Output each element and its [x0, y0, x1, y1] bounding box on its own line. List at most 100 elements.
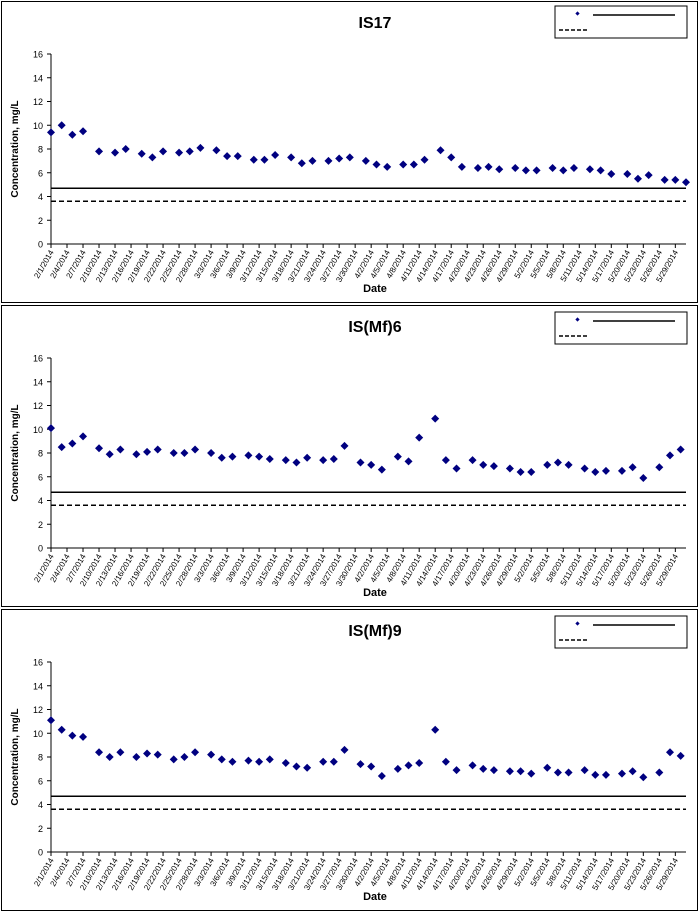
- data-point: [489, 462, 498, 471]
- data-point: [228, 757, 237, 766]
- y-tick-label: 12: [33, 705, 43, 715]
- data-point: [223, 152, 232, 161]
- data-point: [95, 748, 104, 757]
- data-point: [559, 166, 568, 175]
- data-point: [516, 468, 525, 476]
- legend: [554, 5, 688, 39]
- data-point: [601, 466, 610, 475]
- data-point: [212, 146, 221, 155]
- data-point: [527, 769, 536, 778]
- data-point: [495, 165, 504, 174]
- panel-border: [1, 305, 698, 607]
- data-point: [367, 460, 376, 469]
- data-point: [191, 748, 200, 757]
- data-point: [121, 145, 130, 153]
- data-point: [116, 748, 125, 757]
- legend-box: [554, 5, 688, 39]
- data-point: [340, 441, 349, 450]
- data-point: [260, 155, 269, 164]
- data-point: [185, 147, 194, 156]
- data-point: [191, 445, 200, 454]
- data-point: [452, 766, 461, 775]
- y-tick-label: 4: [38, 192, 43, 202]
- data-point: [511, 164, 520, 172]
- data-point: [409, 160, 418, 169]
- y-tick-label: 10: [33, 425, 43, 435]
- data-point: [479, 460, 488, 469]
- data-point: [399, 160, 408, 169]
- data-point: [180, 449, 189, 457]
- data-point: [356, 458, 365, 467]
- y-axis-label: Concentration, mg/L: [10, 404, 21, 501]
- data-point: [479, 764, 488, 773]
- data-series: [47, 121, 690, 187]
- data-point: [68, 130, 77, 139]
- legend-marker: [575, 317, 580, 322]
- data-point: [665, 748, 674, 757]
- data-point: [324, 156, 333, 165]
- data-point: [105, 450, 114, 459]
- data-point: [521, 166, 530, 175]
- data-point: [281, 758, 290, 767]
- x-axis-label: Date: [363, 587, 387, 599]
- data-point: [601, 770, 610, 779]
- data-point: [628, 767, 637, 776]
- data-point: [532, 166, 541, 175]
- y-tick-label: 6: [38, 472, 43, 482]
- data-point: [441, 456, 450, 465]
- data-point: [180, 753, 189, 761]
- data-point: [228, 452, 237, 461]
- data-point: [132, 450, 141, 459]
- data-point: [553, 768, 562, 777]
- data-point: [633, 174, 642, 183]
- y-tick-label: 2: [38, 520, 43, 530]
- data-point: [671, 175, 680, 184]
- data-point: [329, 454, 338, 463]
- data-point: [159, 147, 168, 156]
- data-point: [377, 465, 386, 474]
- data-point: [116, 445, 125, 454]
- data-point: [543, 763, 552, 772]
- y-tick-label: 4: [38, 496, 43, 506]
- data-point: [505, 464, 514, 473]
- data-point: [580, 766, 589, 775]
- y-axis-label: Concentration, mg/L: [10, 708, 21, 805]
- data-point: [676, 751, 685, 760]
- data-point: [516, 767, 525, 776]
- y-tick-label: 0: [38, 544, 43, 554]
- data-point: [265, 454, 274, 463]
- data-point: [484, 162, 493, 171]
- data-point: [281, 456, 290, 465]
- data-point: [47, 128, 55, 137]
- data-point: [143, 749, 152, 758]
- data-point: [292, 458, 301, 467]
- panel-border: [1, 1, 698, 303]
- y-tick-label: 12: [33, 401, 43, 411]
- data-point: [617, 769, 626, 778]
- data-point: [505, 767, 514, 776]
- data-point: [623, 169, 632, 178]
- y-tick-label: 16: [33, 354, 43, 364]
- x-axis-label: Date: [363, 283, 387, 295]
- legend-box: [554, 615, 688, 649]
- data-point: [57, 121, 66, 130]
- data-point: [468, 456, 477, 465]
- data-point: [356, 760, 365, 769]
- data-point: [367, 762, 376, 771]
- data-point: [345, 153, 354, 162]
- y-tick-label: 6: [38, 168, 43, 178]
- data-point: [319, 456, 328, 465]
- data-point: [297, 159, 306, 168]
- y-tick-label: 12: [33, 97, 43, 107]
- chart-title: IS17: [359, 15, 392, 32]
- data-point: [591, 468, 600, 476]
- data-point: [361, 156, 370, 165]
- data-point: [47, 424, 55, 433]
- data-point: [68, 439, 77, 448]
- data-point: [79, 732, 88, 741]
- data-point: [335, 154, 344, 163]
- data-point: [377, 772, 386, 780]
- y-tick-label: 8: [38, 449, 43, 459]
- y-tick-label: 0: [38, 240, 43, 250]
